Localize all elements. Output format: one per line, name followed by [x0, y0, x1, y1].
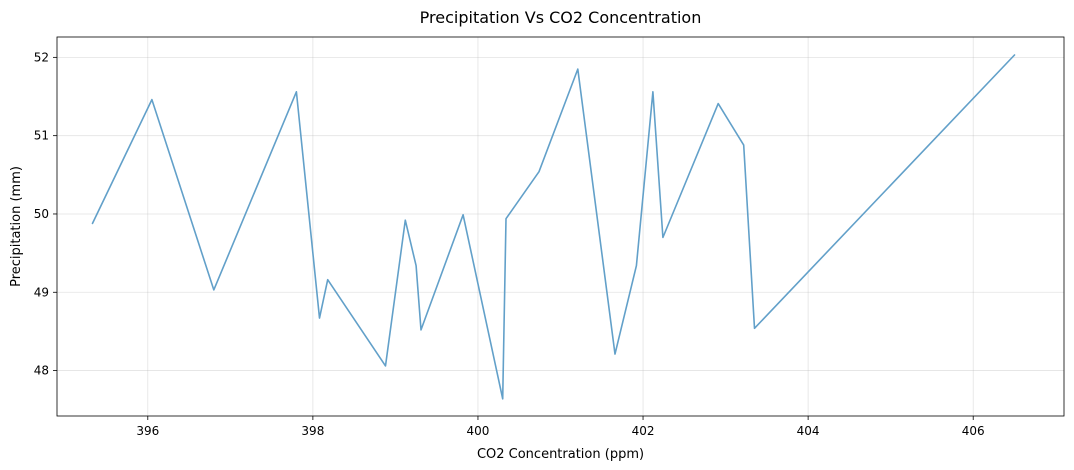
y-tick-label: 51 [34, 129, 49, 143]
series-layer [91, 54, 1016, 400]
y-tick-label: 49 [34, 285, 49, 299]
x-tick-label: 396 [136, 424, 159, 438]
x-tick-label: 406 [962, 424, 985, 438]
grid [57, 37, 1064, 416]
x-tick-label: 400 [467, 424, 490, 438]
x-tick-label: 398 [301, 424, 324, 438]
axis-ticks: 396 398 400 402 404 406 48 49 50 51 52 [34, 50, 985, 438]
chart-title: Precipitation Vs CO2 Concentration [420, 8, 702, 27]
x-tick-label: 402 [632, 424, 655, 438]
x-axis-label: CO2 Concentration (ppm) [477, 447, 644, 462]
series-line [91, 54, 1016, 400]
plot-area-frame [56, 36, 1065, 417]
y-tick-label: 50 [34, 207, 49, 221]
x-tick-label: 404 [797, 424, 820, 438]
y-tick-label: 48 [34, 364, 49, 378]
y-axis-label: Precipitation (mm) [9, 166, 24, 287]
y-tick-label: 52 [34, 50, 49, 64]
